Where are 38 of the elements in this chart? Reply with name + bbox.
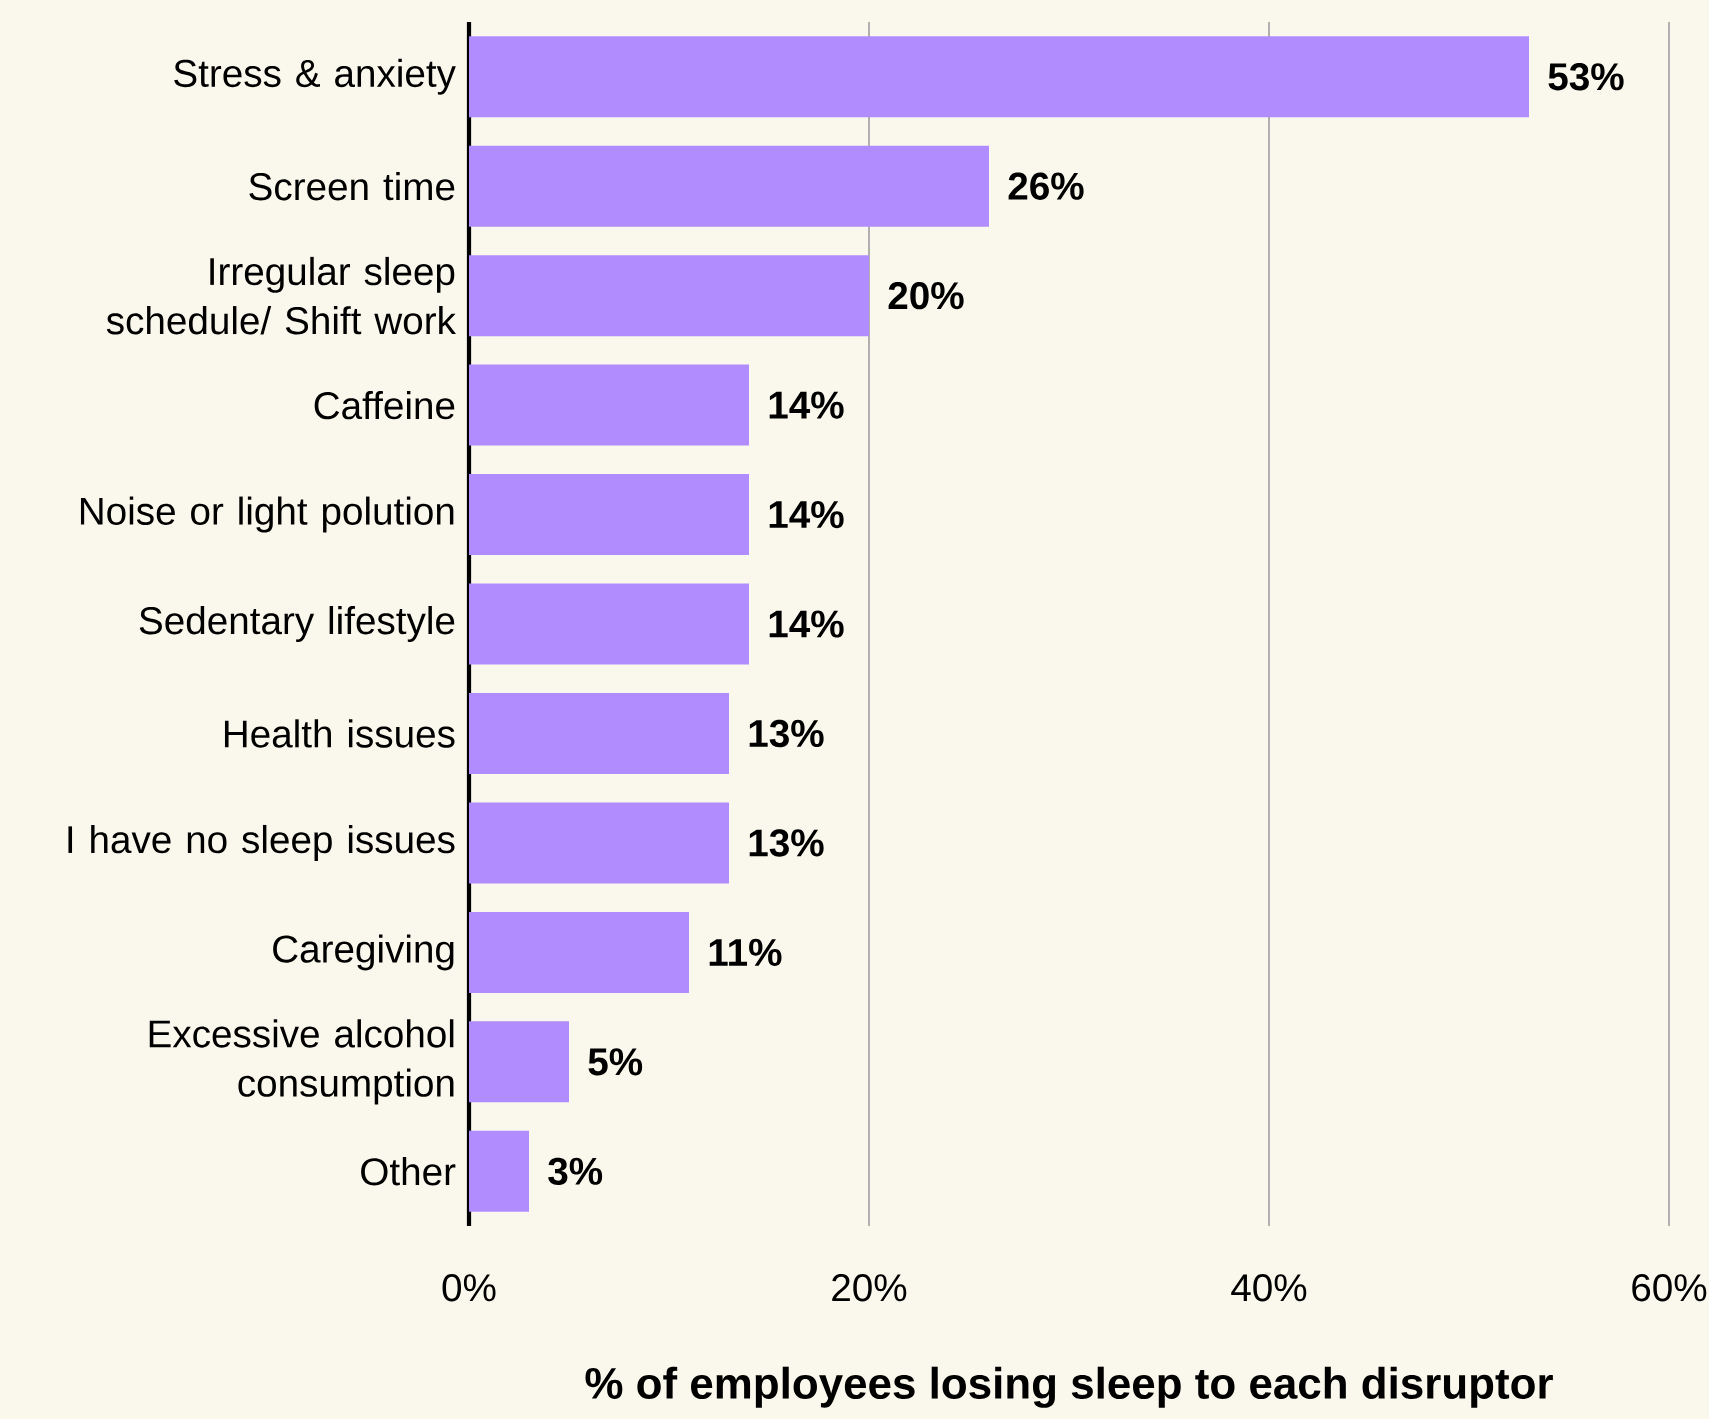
data-label: 14%: [769, 391, 844, 419]
y-tick-label: Sedentary lifestyle: [139, 606, 455, 643]
data-label: 53%: [1548, 63, 1624, 91]
data-label: 20%: [888, 282, 964, 310]
y-tick-label: Caffeine: [314, 390, 455, 420]
data-label: 14%: [769, 500, 844, 529]
y-tick-label: Caregiving: [273, 934, 454, 971]
data-label: 11%: [709, 938, 782, 966]
bar: [469, 1130, 529, 1212]
bar: [469, 583, 750, 665]
bar: [469, 692, 729, 774]
y-tick-label: Noise or light polution: [80, 496, 454, 533]
x-tick-label: 20%: [832, 1274, 907, 1302]
x-tick-label: 60%: [1632, 1274, 1707, 1302]
bar: [469, 145, 990, 227]
data-label: 26%: [1008, 172, 1084, 200]
bar: [469, 36, 1530, 118]
x-tick-label: 0%: [442, 1274, 496, 1302]
y-tick-label: Excessive alcohol consumption: [149, 1019, 454, 1105]
bar: [469, 364, 750, 446]
x-tick-label: 40%: [1231, 1274, 1307, 1302]
bar: [469, 255, 870, 337]
data-label: 3%: [548, 1157, 603, 1186]
bar: [469, 1021, 570, 1103]
x-axis-title: % of employees losing sleep to each disruptor: [585, 1366, 1553, 1408]
data-label: 14%: [769, 610, 844, 638]
data-label: 13%: [749, 719, 824, 748]
y-tick-label: Other: [361, 1157, 456, 1186]
bar: [469, 474, 750, 556]
bar: [469, 911, 690, 993]
y-tick-label: Screen time: [249, 172, 455, 201]
bar: [469, 802, 729, 884]
y-tick-label: Irregular sleep schedule/ Shift work: [106, 256, 456, 335]
data-label: 13%: [749, 829, 824, 857]
data-label: 5%: [588, 1048, 643, 1076]
y-tick-label: Stress & anxiety: [174, 58, 456, 95]
y-tick-label: I have no sleep issues: [68, 824, 455, 861]
y-tick-label: Health issues: [224, 719, 455, 748]
